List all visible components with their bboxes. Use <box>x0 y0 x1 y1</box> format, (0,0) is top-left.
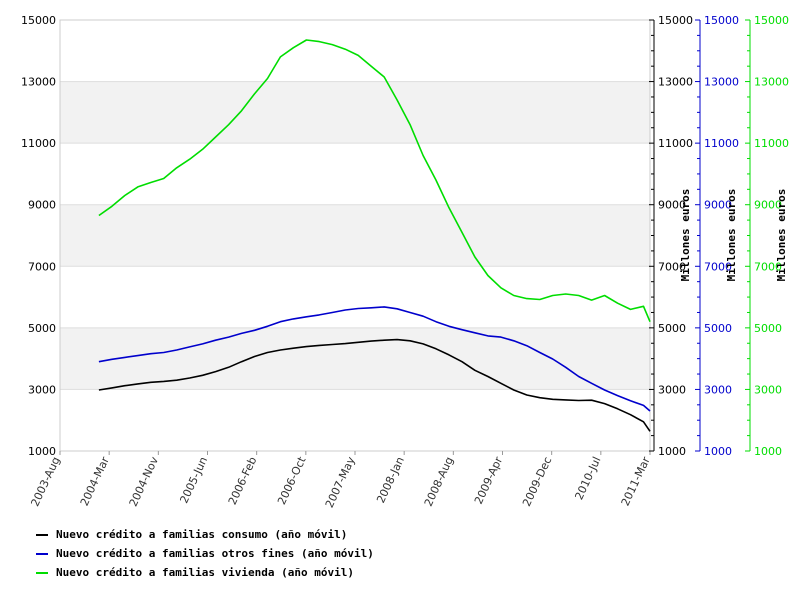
y-tick-label-right: 3000 <box>754 383 782 396</box>
y-tick-label-left: 9000 <box>28 199 56 212</box>
y-tick-label-left: 11000 <box>21 137 56 150</box>
y-tick-label-right: 11000 <box>754 137 789 150</box>
legend-label-consumo: Nuevo crédito a familias consumo (año mó… <box>56 528 348 541</box>
x-tick-label: 2005-Jun <box>177 455 210 506</box>
y-tick-label-right: 5000 <box>754 322 782 335</box>
y-tick-label-left: 3000 <box>28 383 56 396</box>
legend-item-otros-fines: Nuevo crédito a familias otros fines (añ… <box>36 544 374 563</box>
x-tick-label: 2010-Jul <box>572 455 603 502</box>
x-tick-label: 2011-Mar <box>619 454 653 508</box>
y-tick-label-right: 1000 <box>658 445 686 458</box>
y-tick-label-right: 3000 <box>658 383 686 396</box>
right-axis-label: Millones euros <box>679 189 692 282</box>
y-tick-label-right: 5000 <box>658 322 686 335</box>
y-tick-label-left: 13000 <box>21 76 56 89</box>
y-tick-label-left: 1000 <box>28 445 56 458</box>
y-tick-label-right: 13000 <box>704 76 739 89</box>
y-tick-label-right: 9000 <box>658 199 686 212</box>
x-tick-label: 2004-Nov <box>127 454 162 508</box>
y-tick-label-right: 9000 <box>704 199 732 212</box>
y-tick-label-right: 13000 <box>754 76 789 89</box>
x-tick-label: 2008-Aug <box>422 455 456 509</box>
legend-label-vivienda: Nuevo crédito a familias vivienda (año m… <box>56 566 355 579</box>
legend-swatch-vivienda <box>36 571 48 574</box>
y-tick-label-left: 7000 <box>28 260 56 273</box>
y-tick-label-right: 9000 <box>754 199 782 212</box>
legend-swatch-consumo <box>36 533 48 536</box>
y-tick-label-right: 7000 <box>658 260 686 273</box>
series-line-0 <box>98 338 651 432</box>
legend-label-otros-fines: Nuevo crédito a familias otros fines (añ… <box>56 547 374 560</box>
legend: Nuevo crédito a familias consumo (año mó… <box>36 525 374 582</box>
x-tick-label: 2003-Aug <box>28 455 62 509</box>
y-tick-label-left: 15000 <box>21 14 56 27</box>
grid-band <box>60 327 650 390</box>
legend-item-consumo: Nuevo crédito a familias consumo (año mó… <box>36 525 374 544</box>
legend-swatch-otros-fines <box>36 552 48 555</box>
x-tick-label: 2009-Apr <box>472 454 505 506</box>
legend-item-vivienda: Nuevo crédito a familias vivienda (año m… <box>36 563 374 582</box>
y-tick-label-right: 3000 <box>704 383 732 396</box>
y-tick-label-right: 15000 <box>704 14 739 27</box>
x-tick-label: 2009-Dec <box>520 455 554 509</box>
y-tick-label-right: 7000 <box>754 260 782 273</box>
series-line-2 <box>98 39 651 323</box>
series-line-1 <box>98 306 651 412</box>
grid-band <box>60 204 650 267</box>
y-tick-label-right: 15000 <box>658 14 693 27</box>
y-tick-label-right: 13000 <box>658 76 693 89</box>
y-tick-label-right: 5000 <box>704 322 732 335</box>
y-tick-label-right: 15000 <box>754 14 789 27</box>
y-tick-label-right: 11000 <box>658 137 693 150</box>
right-axis-label: Millones euros <box>775 189 788 282</box>
y-tick-label-right: 7000 <box>704 260 732 273</box>
y-tick-label-right: 11000 <box>704 137 739 150</box>
grid-band <box>60 81 650 144</box>
y-tick-label-right: 1000 <box>754 445 782 458</box>
x-tick-label: 2006-Feb <box>226 455 260 507</box>
right-axis-label: Millones euros <box>725 189 738 282</box>
x-tick-label: 2008-Jan <box>374 455 407 505</box>
x-tick-label: 2004-Mar <box>78 454 112 508</box>
y-tick-label-right: 1000 <box>704 445 732 458</box>
y-tick-label-left: 5000 <box>28 322 56 335</box>
x-tick-label: 2006-Oct <box>275 454 309 507</box>
x-tick-label: 2007-May <box>323 454 358 510</box>
